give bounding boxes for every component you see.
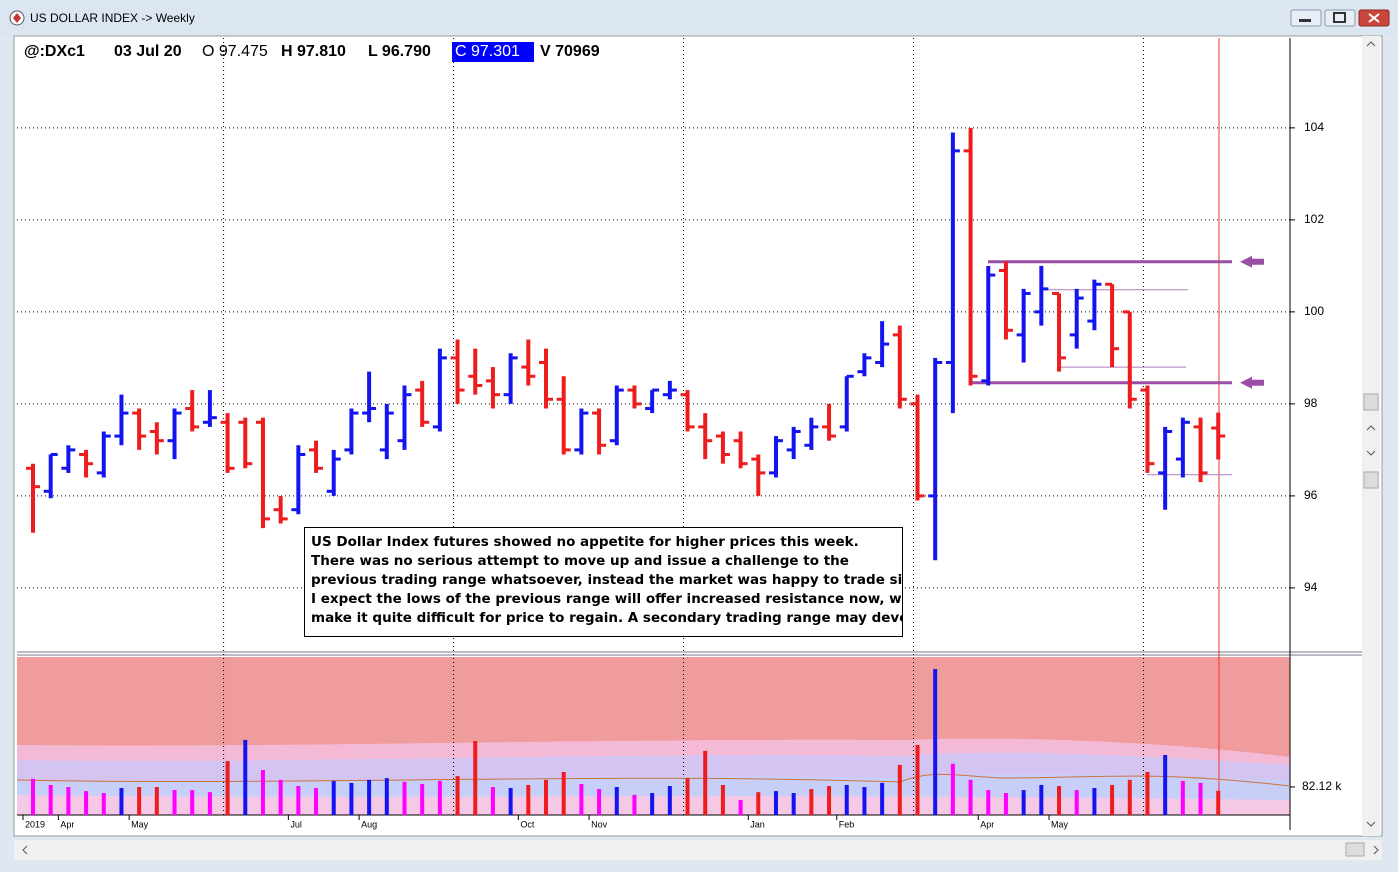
scroll-thumb[interactable] — [1363, 393, 1379, 411]
y-tick-label: 98 — [1304, 396, 1318, 410]
level-arrow — [1240, 376, 1264, 389]
x-tick-label: May — [1051, 819, 1069, 829]
x-tick-label: May — [131, 819, 149, 829]
window-title: US DOLLAR INDEX -> Weekly — [30, 11, 195, 25]
x-tick-label: Apr — [980, 819, 994, 829]
y-tick-label: 102 — [1304, 212, 1324, 226]
close-readout: C 97.301 — [455, 43, 520, 60]
y-tick-label: 104 — [1304, 120, 1324, 134]
bar-date: 03 Jul 20 — [114, 43, 182, 60]
x-tick-label: Aug — [361, 819, 377, 829]
maximize-glyph — [1333, 12, 1346, 23]
title-bar — [0, 0, 1398, 36]
x-tick-label: Feb — [839, 819, 855, 829]
scroll-thumb[interactable] — [1363, 471, 1379, 489]
vertical-scrollbar[interactable] — [1362, 36, 1380, 836]
annotation-box: US Dollar Index futures showed no appeti… — [304, 527, 903, 637]
app-icon-glyph — [13, 13, 21, 23]
annotation-line: US Dollar Index futures showed no appeti… — [311, 534, 859, 550]
volume-tick-label: 82.12 k — [1302, 779, 1342, 793]
scroll-thumb[interactable] — [1345, 842, 1365, 857]
maximize-button[interactable] — [1324, 9, 1356, 27]
y-tick-label: 96 — [1304, 488, 1318, 502]
annotation-line: There was no serious attempt to move up … — [311, 553, 849, 569]
symbol: @:DXc1 — [24, 43, 85, 60]
y-tick-label: 100 — [1304, 304, 1324, 318]
x-tick-label: Oct — [520, 819, 535, 829]
x-tick-label: Jul — [290, 819, 302, 829]
x-tick-label: 2019 — [25, 819, 45, 829]
annotation-line: previous trading range whatsoever, inste… — [311, 572, 903, 588]
scroll-arrow[interactable] — [1366, 41, 1376, 827]
y-tick-label: 94 — [1304, 580, 1318, 594]
annotation-line: I expect the lows of the previous range … — [311, 591, 903, 607]
minimize-button[interactable] — [1290, 9, 1322, 27]
level-arrow — [1240, 255, 1264, 268]
high-readout: H 97.810 — [281, 43, 346, 60]
x-tick-label: Jan — [750, 819, 765, 829]
low-readout: L 96.790 — [368, 43, 431, 60]
volume-readout: V 70969 — [540, 43, 600, 60]
x-tick-label: Apr — [60, 819, 74, 829]
horizontal-scrollbar[interactable] — [14, 840, 1382, 860]
open-readout: O 97.475 — [202, 43, 268, 60]
close-glyph — [1368, 13, 1380, 23]
scroll-arrow[interactable] — [22, 845, 1379, 855]
close-highlight — [452, 42, 534, 62]
annotation-line: make it quite difficult for price to reg… — [311, 610, 903, 626]
plot: 94 96 98 100 102 104 82.12 k 2019 Apr May Jul Aug Oc… — [16, 38, 1342, 829]
x-tick-label: Nov — [591, 819, 608, 829]
minimize-glyph — [1299, 19, 1311, 22]
